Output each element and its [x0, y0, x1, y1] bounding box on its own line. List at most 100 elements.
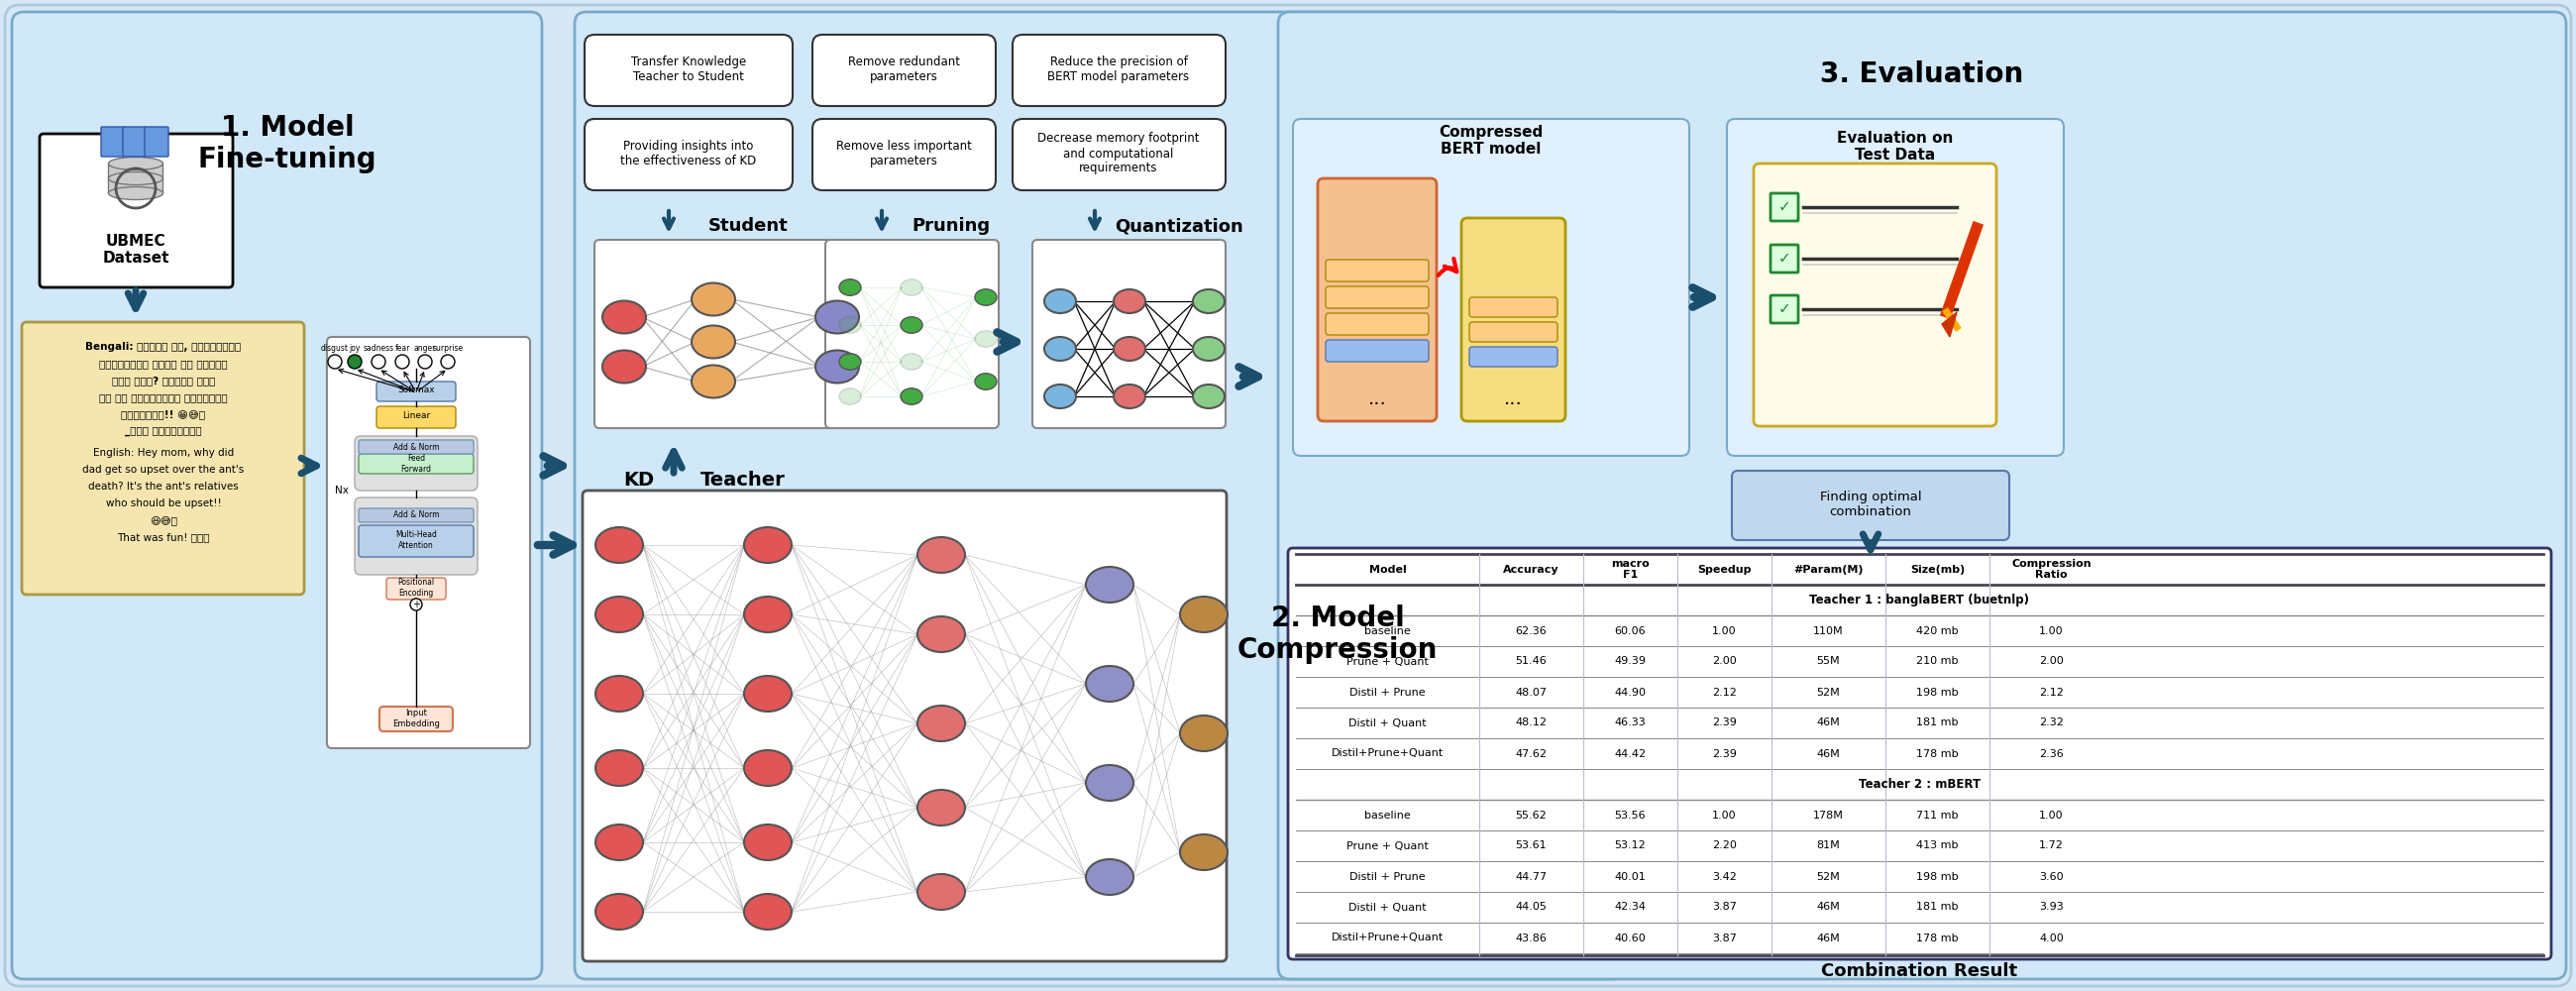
Text: 1.72: 1.72 — [2040, 840, 2063, 850]
FancyBboxPatch shape — [1726, 119, 2063, 456]
Text: 44.77: 44.77 — [1515, 872, 1548, 882]
FancyBboxPatch shape — [595, 240, 858, 428]
FancyBboxPatch shape — [1033, 240, 1226, 428]
FancyBboxPatch shape — [1327, 260, 1430, 281]
Text: 1.00: 1.00 — [1713, 811, 1736, 821]
Text: Quantization: Quantization — [1115, 217, 1244, 235]
Text: #Param(M): #Param(M) — [1793, 565, 1862, 575]
Ellipse shape — [1113, 385, 1146, 408]
Text: Transfer Knowledge
Teacher to Student: Transfer Knowledge Teacher to Student — [631, 55, 747, 83]
Text: baseline: baseline — [1365, 626, 1412, 636]
Text: 1. Model
Fine-tuning: 1. Model Fine-tuning — [198, 114, 376, 173]
Ellipse shape — [1193, 385, 1224, 408]
Circle shape — [440, 355, 456, 369]
Text: Add & Norm: Add & Norm — [394, 442, 438, 452]
Text: Distil+Prune+Quant: Distil+Prune+Quant — [1332, 934, 1443, 943]
Text: 47.62: 47.62 — [1515, 749, 1548, 759]
Text: disgust: disgust — [322, 345, 348, 354]
Text: 413 mb: 413 mb — [1917, 840, 1958, 850]
FancyBboxPatch shape — [1468, 322, 1558, 342]
FancyBboxPatch shape — [21, 322, 304, 595]
Ellipse shape — [917, 706, 966, 741]
Text: 62.36: 62.36 — [1515, 626, 1548, 636]
Text: Teacher 2 : mBERT: Teacher 2 : mBERT — [1860, 778, 1981, 791]
FancyBboxPatch shape — [585, 119, 793, 190]
Ellipse shape — [603, 351, 647, 383]
Ellipse shape — [744, 750, 791, 786]
FancyBboxPatch shape — [39, 134, 232, 287]
Ellipse shape — [1043, 289, 1077, 313]
Ellipse shape — [902, 354, 922, 370]
Text: joy: joy — [350, 345, 361, 354]
FancyBboxPatch shape — [1288, 548, 2550, 959]
FancyBboxPatch shape — [1293, 119, 1690, 456]
FancyBboxPatch shape — [1461, 218, 1566, 421]
Text: 53.61: 53.61 — [1515, 840, 1548, 850]
Text: sadness: sadness — [363, 345, 394, 354]
Ellipse shape — [817, 301, 858, 333]
FancyBboxPatch shape — [1468, 297, 1558, 317]
FancyBboxPatch shape — [379, 707, 453, 731]
Text: ✓: ✓ — [1777, 251, 1790, 266]
Ellipse shape — [108, 172, 162, 184]
Ellipse shape — [902, 317, 922, 333]
Ellipse shape — [603, 301, 647, 333]
Ellipse shape — [595, 676, 644, 712]
Text: Combination Result: Combination Result — [1821, 962, 2017, 980]
Text: Multi-Head
Attention: Multi-Head Attention — [394, 530, 438, 550]
Text: 52M: 52M — [1816, 688, 1839, 698]
Text: Compression
Ratio: Compression Ratio — [2012, 559, 2092, 580]
FancyBboxPatch shape — [574, 12, 1625, 979]
Text: ✓: ✓ — [1777, 200, 1790, 215]
Ellipse shape — [902, 388, 922, 404]
Text: Add & Norm: Add & Norm — [394, 511, 438, 519]
Text: 44.42: 44.42 — [1615, 749, 1646, 759]
Text: Remove redundant
parameters: Remove redundant parameters — [848, 55, 958, 83]
Ellipse shape — [974, 374, 997, 389]
Text: 110M: 110M — [1814, 626, 1844, 636]
Text: 178 mb: 178 mb — [1917, 749, 1958, 759]
FancyBboxPatch shape — [144, 127, 167, 157]
FancyBboxPatch shape — [13, 12, 541, 979]
Ellipse shape — [1087, 666, 1133, 702]
Text: Feed
Forward: Feed Forward — [402, 454, 433, 474]
FancyBboxPatch shape — [124, 127, 147, 157]
FancyBboxPatch shape — [100, 127, 124, 157]
Text: Distil+Prune+Quant: Distil+Prune+Quant — [1332, 749, 1443, 759]
Ellipse shape — [902, 279, 922, 295]
Text: _মজা পেলাম🥳🥳🧡: _মজা পেলাম🥳🥳🧡 — [126, 426, 201, 436]
Ellipse shape — [974, 331, 997, 347]
Text: Input
Embedding: Input Embedding — [392, 709, 440, 728]
FancyBboxPatch shape — [1327, 340, 1430, 362]
Text: 198 mb: 198 mb — [1917, 688, 1958, 698]
FancyBboxPatch shape — [582, 491, 1226, 961]
FancyBboxPatch shape — [1012, 119, 1226, 190]
Ellipse shape — [840, 388, 860, 404]
Ellipse shape — [595, 825, 644, 860]
Text: 2.32: 2.32 — [2040, 717, 2063, 727]
Text: macro
F1: macro F1 — [1610, 559, 1649, 580]
Text: Prune + Quant: Prune + Quant — [1347, 656, 1430, 666]
Text: surprise: surprise — [433, 345, 464, 354]
Text: 198 mb: 198 mb — [1917, 872, 1958, 882]
Ellipse shape — [1180, 834, 1229, 870]
Ellipse shape — [108, 186, 162, 200]
FancyBboxPatch shape — [811, 119, 997, 190]
Text: 46M: 46M — [1816, 902, 1839, 912]
Text: 52M: 52M — [1816, 872, 1839, 882]
Circle shape — [417, 355, 433, 369]
Text: Nx: Nx — [335, 486, 348, 496]
Text: English: Hey mom, why did: English: Hey mom, why did — [93, 448, 234, 458]
Text: Reduce the precision of
BERT model parameters: Reduce the precision of BERT model param… — [1048, 55, 1190, 83]
Text: 60.06: 60.06 — [1615, 626, 1646, 636]
FancyBboxPatch shape — [376, 382, 456, 401]
Ellipse shape — [1113, 289, 1146, 313]
Text: Remove less important
parameters: Remove less important parameters — [835, 140, 971, 167]
Text: 178 mb: 178 mb — [1917, 934, 1958, 943]
Ellipse shape — [840, 317, 860, 333]
FancyBboxPatch shape — [1278, 12, 2566, 979]
FancyBboxPatch shape — [585, 35, 793, 106]
Ellipse shape — [1193, 289, 1224, 313]
FancyBboxPatch shape — [1012, 35, 1226, 106]
Text: 2.00: 2.00 — [2040, 656, 2063, 666]
